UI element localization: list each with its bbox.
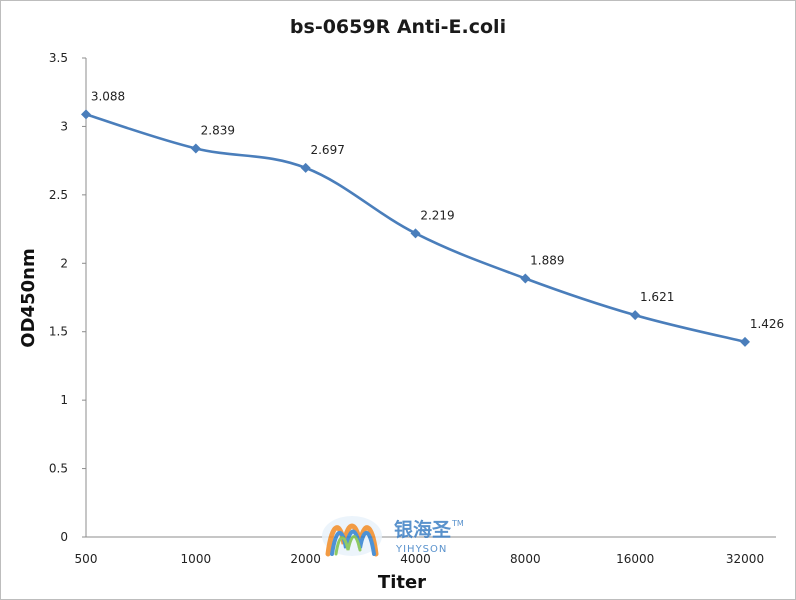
x-tick-label: 500	[75, 552, 98, 566]
data-point-marker	[630, 310, 641, 321]
data-label: 2.219	[420, 208, 454, 222]
data-label: 2.839	[201, 123, 235, 137]
chart-title: bs-0659R Anti-E.coli	[290, 16, 506, 38]
data-point-marker	[740, 336, 750, 347]
data-labels: 3.088 2.839 2.697 2.219 1.889 1.621 1.426	[91, 89, 784, 330]
yihyson-logo-icon	[322, 516, 382, 557]
y-tick-labels: 0 0.5 1 1.5 2 2.5 3 3.5	[49, 51, 86, 544]
data-point-marker	[300, 162, 311, 173]
watermark-name-en: YIHYSON	[395, 544, 447, 555]
data-point-marker	[81, 109, 91, 120]
y-tick-label: 0.5	[49, 462, 68, 476]
x-axis-title: Titer	[378, 572, 426, 593]
data-label: 1.621	[640, 290, 674, 304]
data-point-marker	[520, 273, 531, 284]
x-tick-label: 1000	[181, 552, 212, 566]
watermark-name-cn: 银海圣	[394, 518, 452, 541]
y-tick-label: 2	[60, 256, 68, 270]
y-tick-label: 3.5	[49, 51, 68, 65]
x-tick-label: 32000	[726, 552, 764, 566]
y-tick-label: 1.5	[49, 325, 68, 339]
y-tick-label: 1	[60, 393, 68, 407]
y-axis-title: OD450nm	[18, 248, 39, 347]
data-label: 3.088	[91, 89, 125, 103]
data-label: 1.889	[530, 253, 564, 267]
watermark-logo: 银海圣 TM YIHYSON	[322, 516, 464, 557]
x-tick-label: 2000	[290, 552, 321, 566]
series-line	[84, 113, 747, 344]
x-tick-label: 4000	[400, 552, 431, 566]
y-tick-label: 3	[60, 119, 68, 133]
data-label: 1.426	[750, 317, 784, 331]
data-point-marker	[410, 228, 421, 239]
data-label: 2.697	[310, 143, 344, 157]
watermark-tm: TM	[451, 519, 464, 528]
data-point-marker	[190, 143, 201, 154]
x-tick-label: 16000	[616, 552, 654, 566]
y-tick-label: 2.5	[49, 188, 68, 202]
x-tick-labels: 500 1000 2000 4000 8000 16000 32000	[75, 552, 765, 566]
y-tick-label: 0	[60, 530, 68, 544]
data-points	[81, 109, 750, 347]
x-tick-label: 8000	[510, 552, 541, 566]
